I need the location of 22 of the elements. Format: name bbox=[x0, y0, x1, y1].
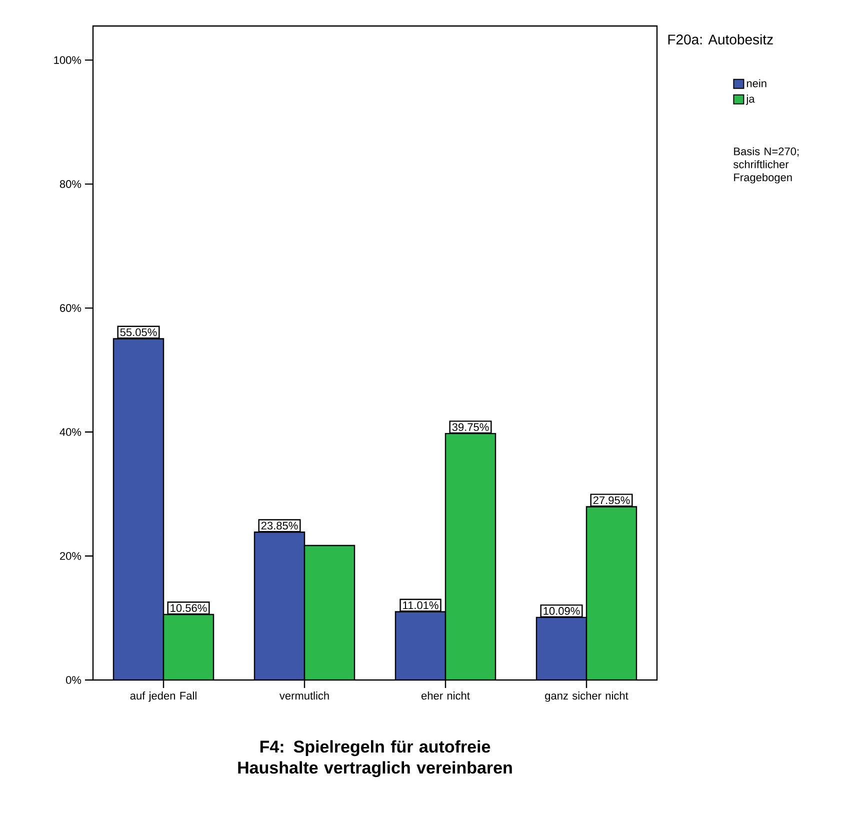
data-label: 10.56% bbox=[170, 604, 207, 612]
data-label: 10.09% bbox=[544, 607, 580, 615]
data-label: 39.75% bbox=[452, 423, 489, 431]
legend-title: F20a: Autobesitz bbox=[668, 34, 773, 44]
data-label: 23.85% bbox=[261, 522, 298, 530]
x-tick-label: ganz sicher nicht bbox=[545, 692, 628, 702]
y-tick-label: 20% bbox=[60, 552, 82, 560]
data-label: 27.95% bbox=[593, 496, 630, 504]
y-tick-label: 100% bbox=[54, 56, 82, 64]
text: F4: Spielregeln für autofreie Haushalte vertraglich vereinbaren bbox=[238, 740, 512, 778]
legend-label: ja bbox=[746, 94, 755, 105]
legend-label: nein bbox=[746, 79, 766, 88]
y-tick-label: 40% bbox=[60, 428, 82, 436]
x-tick-label: auf jeden Fall bbox=[130, 692, 196, 702]
x-tick-label: eher nicht bbox=[422, 692, 470, 700]
data-label: 55.05% bbox=[120, 328, 157, 336]
x-tick-label: vermutlich bbox=[279, 692, 329, 700]
text: Basis N=270; schriftlicher Fragebogen bbox=[734, 147, 799, 184]
y-tick-label: 80% bbox=[60, 180, 82, 188]
y-tick-label: 0% bbox=[66, 676, 82, 684]
y-tick-label: 60% bbox=[60, 304, 82, 312]
data-label: 11.01% bbox=[403, 601, 438, 610]
